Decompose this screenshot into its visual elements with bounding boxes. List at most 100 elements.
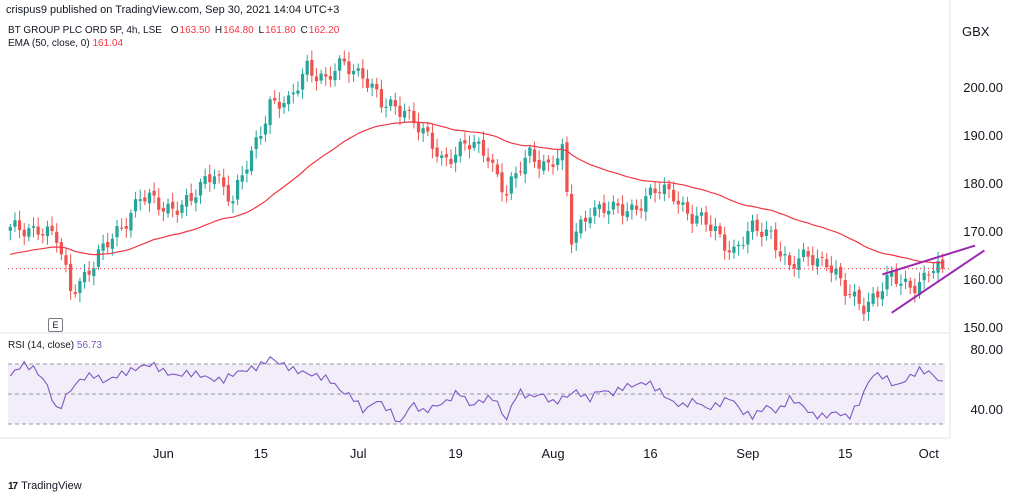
candle-down bbox=[152, 190, 156, 196]
ema-value: 161.04 bbox=[92, 38, 124, 49]
candle-down bbox=[532, 149, 537, 162]
candle-up bbox=[593, 207, 597, 216]
symbol-legend: BT GROUP PLC ORD 5P, 4h, LSE O163.50 H16… bbox=[8, 25, 339, 36]
candle-up bbox=[82, 271, 87, 283]
candle-down bbox=[310, 59, 314, 76]
candle-down bbox=[667, 183, 671, 190]
candle-up bbox=[713, 226, 718, 231]
candle-up bbox=[259, 136, 263, 139]
time-tick-label: 15 bbox=[254, 446, 268, 461]
candle-down bbox=[723, 234, 727, 251]
candle-up bbox=[574, 231, 578, 243]
candle-down bbox=[379, 89, 384, 108]
candle-up bbox=[477, 141, 481, 144]
candle-down bbox=[500, 172, 504, 193]
candle-up bbox=[282, 103, 286, 108]
ema-label: EMA (50, close, 0) bbox=[8, 38, 90, 49]
low-value: 161.80 bbox=[265, 25, 296, 36]
candle-down bbox=[273, 98, 277, 101]
candle-up bbox=[231, 201, 235, 204]
rsi-value: 56.73 bbox=[76, 340, 102, 351]
candle-down bbox=[171, 201, 175, 209]
candle-up bbox=[815, 258, 820, 267]
candle-up bbox=[750, 220, 755, 232]
candle-up bbox=[245, 169, 249, 174]
candle-down bbox=[222, 177, 226, 187]
candle-down bbox=[913, 285, 917, 294]
candle-up bbox=[166, 203, 170, 214]
candle-up bbox=[528, 147, 532, 156]
ema-50-line bbox=[10, 121, 943, 264]
rsi-label: RSI (14, close) bbox=[8, 340, 75, 351]
candle-down bbox=[347, 61, 351, 75]
candle-up bbox=[514, 173, 518, 179]
low-label: L bbox=[258, 25, 265, 36]
earnings-badge[interactable]: E bbox=[48, 318, 63, 332]
candle-down bbox=[690, 213, 694, 224]
candle-up bbox=[885, 274, 889, 290]
currency-unit: GBX bbox=[961, 24, 991, 39]
candle-down bbox=[843, 280, 847, 296]
candle-down bbox=[537, 159, 541, 169]
candle-down bbox=[825, 259, 829, 268]
candle-down bbox=[908, 280, 912, 288]
candle-down bbox=[778, 251, 782, 257]
price-tick-label: 190.00 bbox=[963, 128, 1003, 143]
candle-down bbox=[862, 305, 866, 314]
candle-up bbox=[370, 83, 374, 88]
candle-down bbox=[393, 100, 397, 107]
candle-up bbox=[736, 244, 741, 247]
candle-down bbox=[639, 208, 643, 211]
candle-up bbox=[115, 226, 119, 238]
candle-up bbox=[560, 144, 564, 161]
candle-down bbox=[73, 292, 77, 295]
candle-down bbox=[653, 188, 657, 194]
candle-down bbox=[811, 255, 815, 266]
candle-down bbox=[64, 255, 68, 265]
candle-up bbox=[890, 271, 894, 277]
candle-up bbox=[147, 192, 152, 204]
candle-down bbox=[620, 204, 625, 216]
candle-up bbox=[212, 176, 217, 185]
tradingview-watermark: 17 TradingView bbox=[8, 480, 82, 492]
candle-down bbox=[143, 197, 147, 202]
candle-up bbox=[699, 212, 704, 216]
candle-down bbox=[658, 192, 662, 194]
candle-up bbox=[769, 230, 773, 232]
candle-up bbox=[801, 249, 806, 258]
candle-down bbox=[444, 154, 448, 158]
candle-down bbox=[217, 174, 221, 176]
candle-down bbox=[894, 269, 898, 284]
candle-up bbox=[133, 199, 138, 212]
candle-down bbox=[22, 229, 26, 237]
candle-down bbox=[68, 263, 73, 291]
candle-down bbox=[50, 225, 54, 232]
candle-up bbox=[110, 238, 114, 249]
candle-up bbox=[180, 204, 184, 213]
candle-up bbox=[509, 176, 513, 194]
candle-up bbox=[31, 226, 36, 228]
candle-down bbox=[727, 250, 731, 253]
price-tick-label: 200.00 bbox=[963, 80, 1003, 95]
candle-down bbox=[416, 122, 421, 133]
candle-up bbox=[78, 281, 82, 293]
candle-down bbox=[435, 147, 439, 157]
candle-up bbox=[695, 215, 699, 224]
candle-down bbox=[569, 193, 574, 245]
candle-up bbox=[296, 90, 300, 94]
candle-up bbox=[45, 226, 50, 237]
candle-down bbox=[365, 78, 370, 88]
candle-up bbox=[184, 195, 189, 207]
candle-down bbox=[120, 227, 124, 229]
candle-down bbox=[495, 164, 499, 175]
candle-down bbox=[806, 250, 810, 257]
candle-up bbox=[880, 291, 885, 300]
candle-down bbox=[55, 231, 59, 243]
candle-up bbox=[389, 99, 393, 107]
candle-down bbox=[412, 110, 416, 124]
candle-up bbox=[319, 73, 323, 81]
candle-down bbox=[551, 164, 555, 167]
candle-down bbox=[87, 270, 91, 275]
candle-up bbox=[356, 68, 360, 71]
